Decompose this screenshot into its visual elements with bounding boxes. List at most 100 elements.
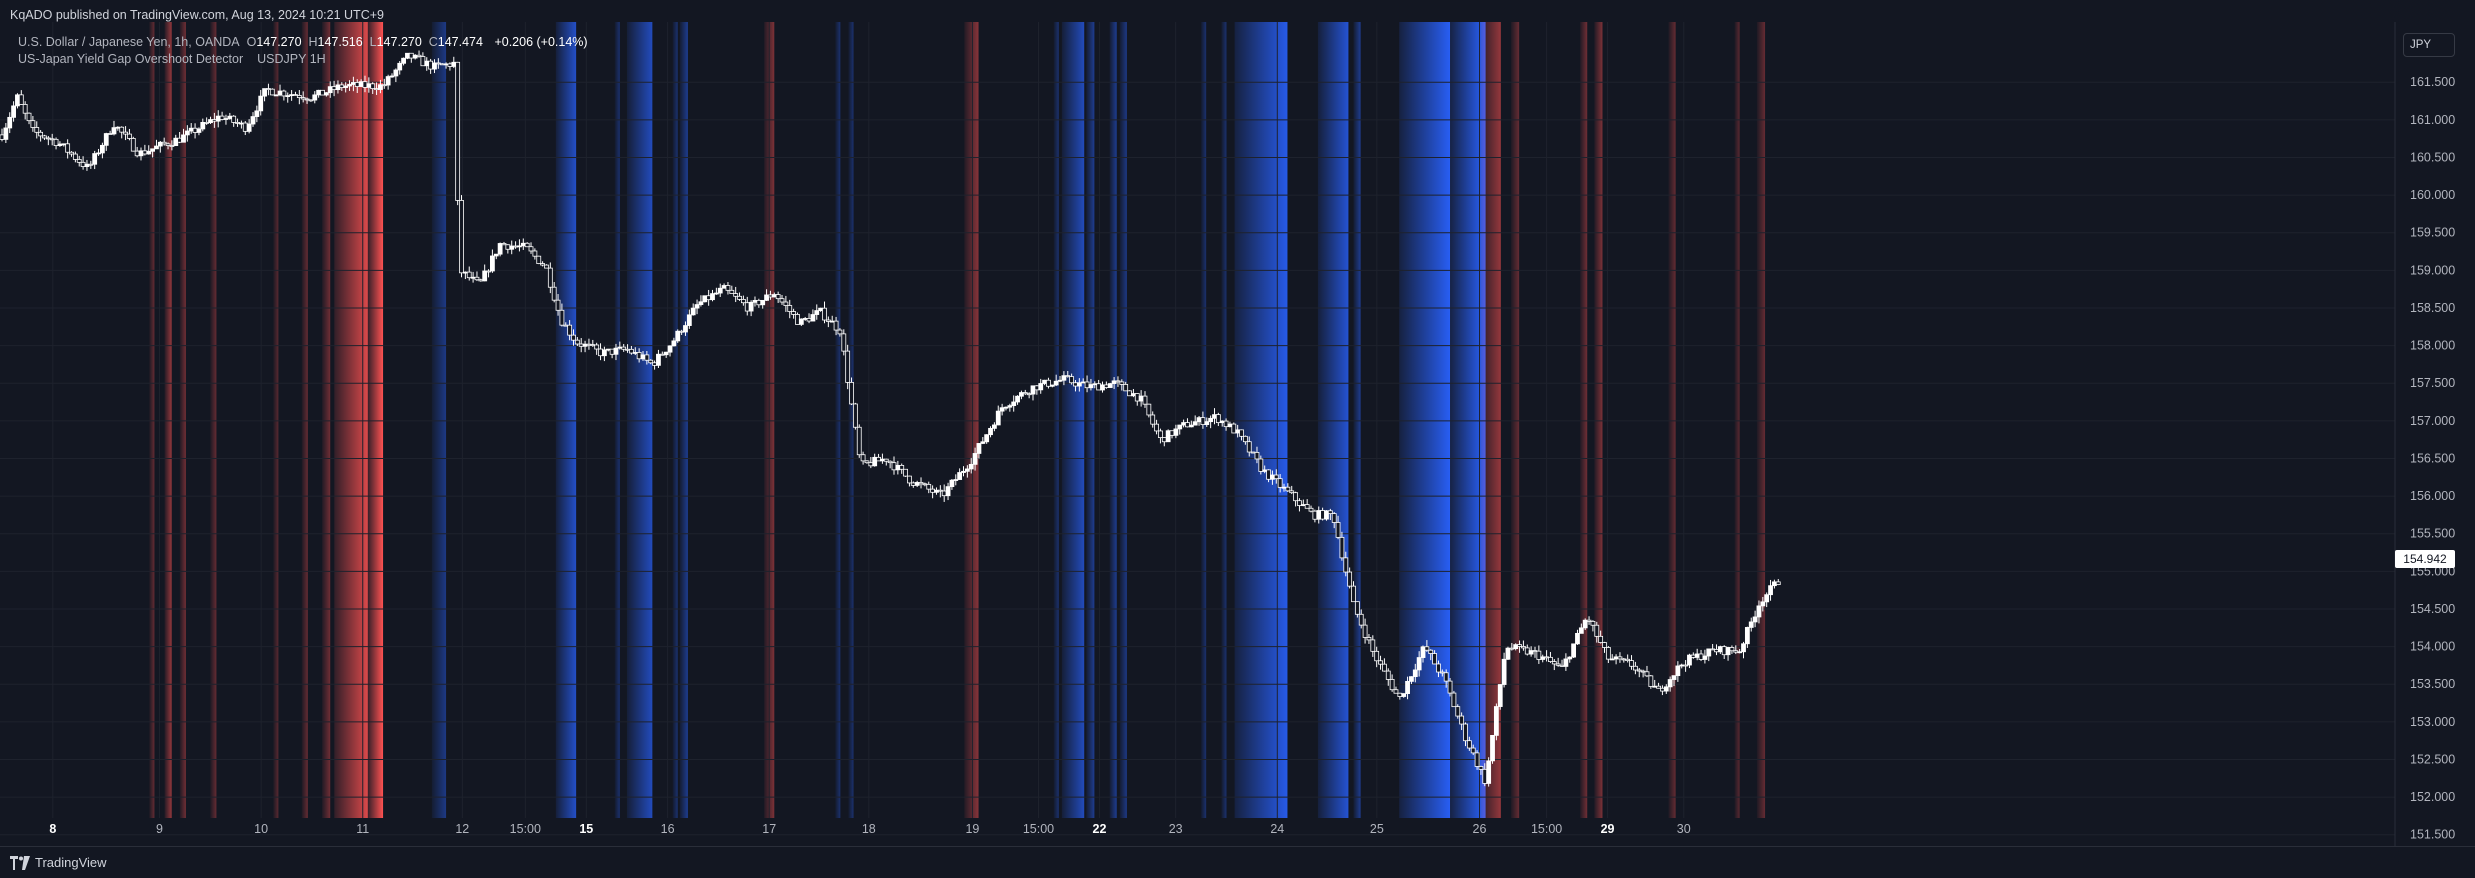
candle-body (1760, 601, 1766, 607)
candle-body (667, 345, 673, 353)
candle-body (57, 143, 63, 146)
candle-body (358, 81, 364, 87)
price-tick-label: 155.500 (2410, 527, 2455, 541)
overshoot-band-low (679, 22, 688, 818)
price-tick-label: 153.500 (2410, 677, 2455, 691)
time-tick-label: 11 (356, 822, 369, 836)
candle-body (0, 134, 5, 140)
candle-body (1134, 393, 1140, 402)
candle-body (910, 482, 916, 486)
candle-body (1544, 656, 1549, 659)
candle-body (1741, 643, 1746, 653)
currency-button[interactable]: JPY (2403, 33, 2455, 57)
candle-body (53, 138, 59, 146)
candle-body (223, 118, 229, 120)
candle-body (555, 299, 561, 311)
overshoot-band-low (1109, 22, 1117, 818)
candle-body (289, 94, 295, 97)
tradingview-brand[interactable]: TradingView (35, 855, 107, 870)
close-value: 147.474 (437, 35, 483, 49)
candle-body (1609, 658, 1615, 661)
candle-body (1262, 469, 1268, 472)
candle-body (1327, 510, 1333, 515)
time-tick-label: 15 (579, 822, 593, 836)
indicator-name[interactable]: US-Japan Yield Gap Overshoot Detector (18, 52, 244, 66)
candle-body (192, 127, 198, 133)
candle-body (880, 458, 885, 462)
candle-body (783, 301, 789, 306)
candle-body (636, 352, 642, 360)
candle-body (764, 294, 769, 301)
overshoot-band-low (555, 22, 577, 818)
candle-body (266, 88, 271, 90)
candle-body (1513, 644, 1519, 650)
candle-body (1517, 644, 1522, 647)
candle-body (1215, 414, 1221, 424)
candle-body (412, 54, 418, 59)
price-tick-label: 159.500 (2410, 226, 2455, 240)
candle-body (694, 304, 700, 309)
overshoot-band-low (848, 22, 854, 818)
candle-body (1563, 658, 1569, 667)
overshoot-band-low (1399, 22, 1451, 818)
candle-body (1076, 382, 1082, 387)
candle-body (1694, 653, 1700, 658)
candle-body (1007, 405, 1013, 408)
candle-body (1131, 393, 1136, 397)
candle-body (111, 127, 117, 135)
candle-body (1486, 760, 1492, 784)
candle-body (478, 279, 484, 282)
candle-body (914, 482, 920, 486)
overshoot-band-low (1053, 22, 1059, 818)
candle-body (1119, 381, 1125, 385)
overshoot-band-low (1221, 22, 1227, 818)
candle-body (1551, 661, 1557, 665)
candle-body (791, 311, 796, 315)
candle-body (903, 468, 908, 477)
candle-body (706, 295, 712, 301)
candle-body (169, 145, 175, 147)
candle-body (1733, 650, 1739, 653)
candle-body (1598, 635, 1604, 643)
candle-body (868, 462, 874, 467)
candle-body (1528, 650, 1534, 655)
price-tick-label: 158.000 (2410, 339, 2455, 353)
candle-body (1223, 420, 1229, 428)
candle-body (327, 86, 333, 94)
candle-body (1605, 647, 1611, 660)
candle-body (937, 489, 943, 492)
candle-body (1409, 676, 1414, 682)
publisher-info: KqADO published on TradingView.com, Aug … (10, 8, 384, 22)
candle-body (798, 318, 804, 325)
candle-body (200, 121, 206, 130)
candle-body (1103, 384, 1109, 388)
candle-body (1756, 605, 1762, 618)
candle-body (632, 352, 638, 354)
candle-body (497, 243, 503, 255)
candle-body (1656, 685, 1661, 689)
candle-body (930, 488, 936, 493)
candle-body (447, 63, 453, 67)
symbol-legend[interactable]: U.S. Dollar / Japanese Yen, 1h, OANDA O1… (18, 35, 588, 49)
overshoot-band-high (322, 22, 331, 818)
plot-area[interactable] (0, 22, 2395, 846)
candle-body (671, 340, 677, 347)
candle-body (768, 294, 773, 298)
candle-body (814, 310, 820, 315)
candle-body (1532, 650, 1538, 653)
candle-body (1011, 401, 1017, 407)
indicator-legend[interactable]: US-Japan Yield Gap Overshoot Detector USD… (18, 52, 326, 66)
tradingview-logo-icon[interactable] (10, 856, 30, 870)
symbol-name[interactable]: U.S. Dollar / Japanese Yen, 1h, OANDA (18, 35, 240, 49)
candle-body (1729, 647, 1735, 652)
candle-body (876, 456, 881, 462)
candle-body (717, 287, 723, 294)
open-value: 147.270 (256, 35, 302, 49)
overshoot-band-high (179, 22, 186, 818)
candle-body (1150, 414, 1156, 425)
candle-body (235, 122, 240, 124)
candle-body (385, 76, 391, 86)
overshoot-band-high (149, 22, 155, 818)
candle-body (142, 150, 148, 155)
